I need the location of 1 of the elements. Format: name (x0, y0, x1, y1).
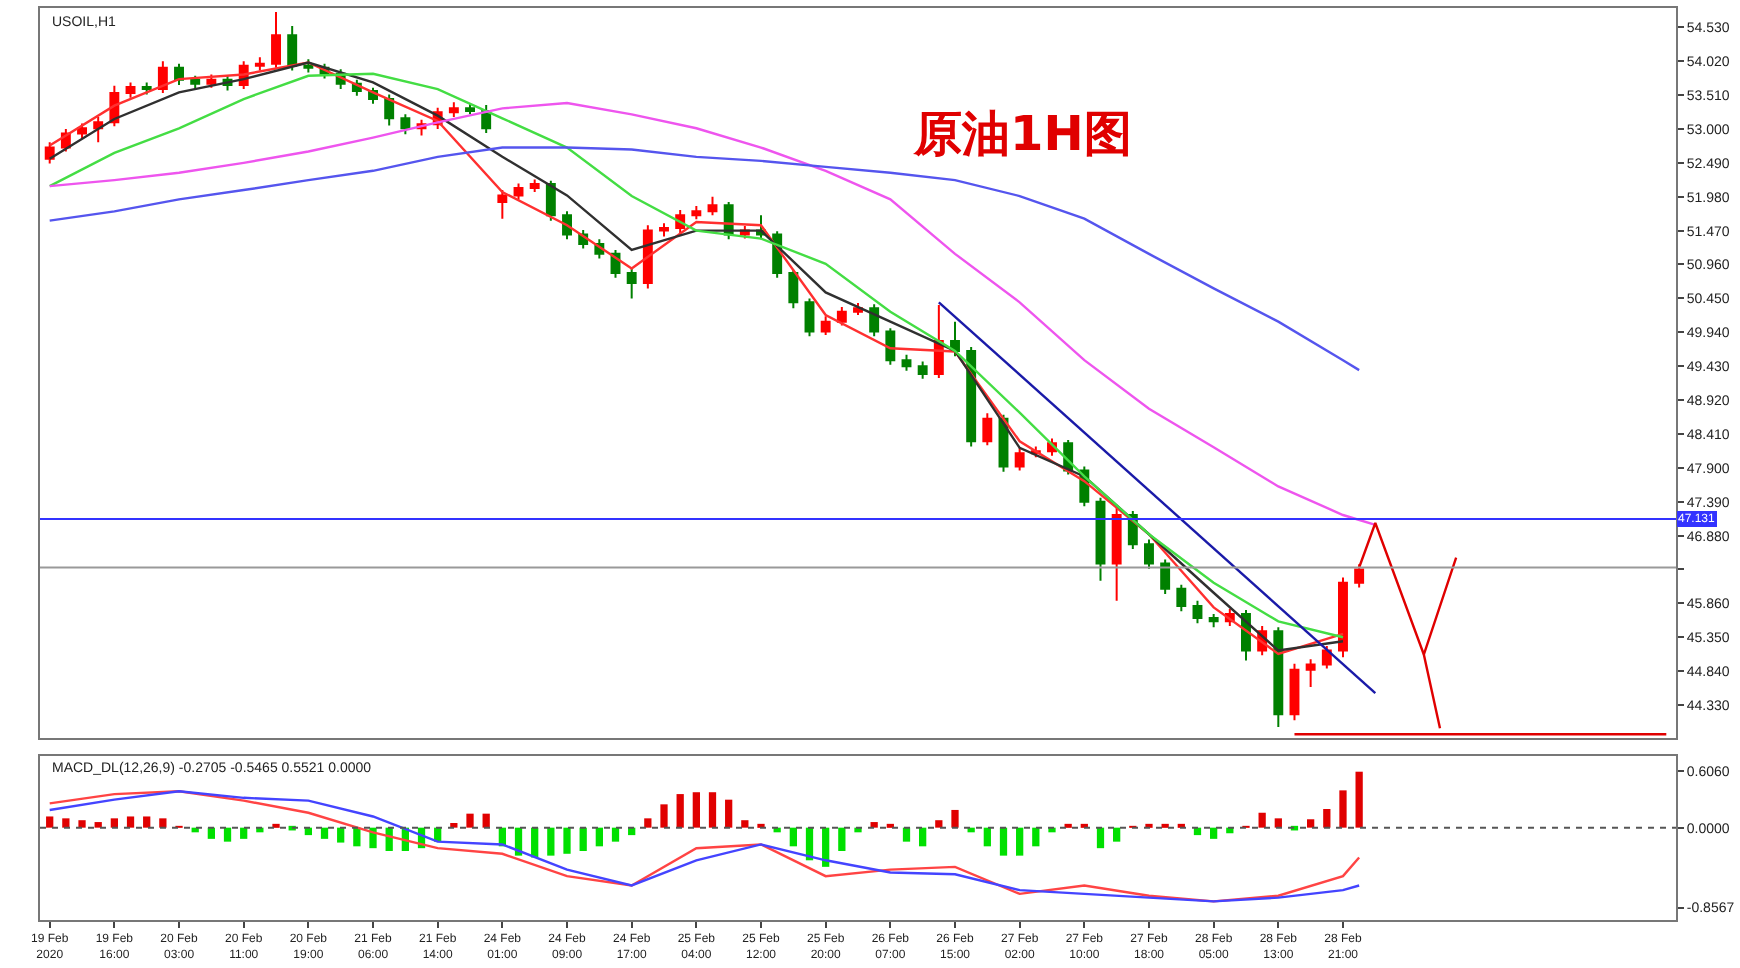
text: 原油1H图 (912, 106, 1132, 162)
